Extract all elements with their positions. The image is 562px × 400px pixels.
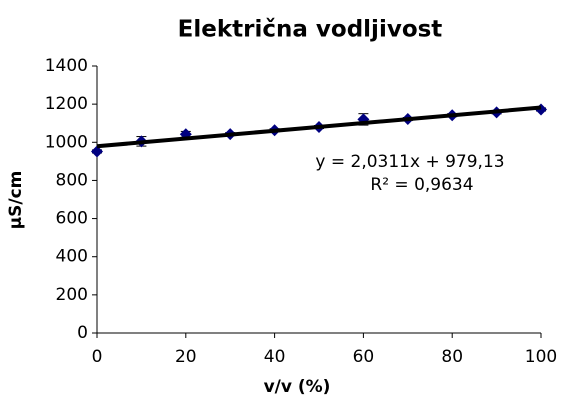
trendline-equation: y = 2,0311x + 979,13 xyxy=(315,152,504,172)
y-tick-label: 0 xyxy=(77,323,88,343)
x-tick-label: 100 xyxy=(525,347,557,367)
x-axis-label: v/v (%) xyxy=(264,377,331,397)
y-tick-label: 1400 xyxy=(45,56,88,76)
y-tick-label: 800 xyxy=(56,170,88,190)
x-tick-label: 20 xyxy=(175,347,197,367)
x-tick-label: 60 xyxy=(353,347,375,367)
chart-title: Električna vodljivost xyxy=(178,17,443,43)
point xyxy=(91,145,103,158)
trendline-r-squared: R² = 0,9634 xyxy=(370,175,473,195)
y-tick-label: 400 xyxy=(56,247,88,267)
x-tick-label: 80 xyxy=(441,347,463,367)
x-tick-label: 0 xyxy=(92,347,103,367)
y-tick-label: 600 xyxy=(56,209,88,229)
y-axis-label: µS/cm xyxy=(6,171,26,230)
y-tick-label: 1000 xyxy=(45,132,88,152)
x-tick-label: 40 xyxy=(264,347,286,367)
y-tick-label: 1200 xyxy=(45,94,88,114)
y-tick-label: 200 xyxy=(56,285,88,305)
trendline xyxy=(96,105,542,149)
